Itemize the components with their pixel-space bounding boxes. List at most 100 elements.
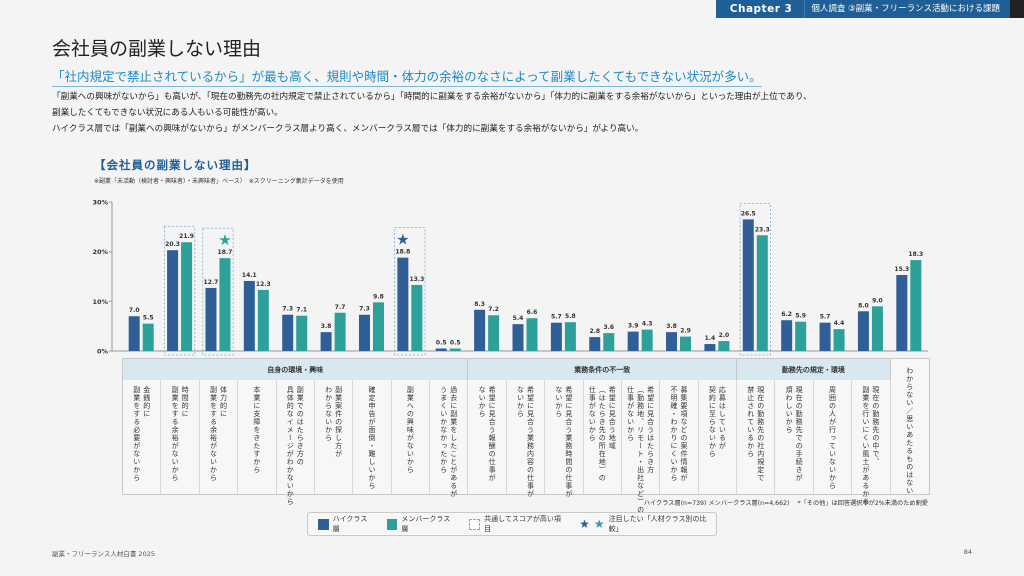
category-label: 現在の勤務先での手続きが 煩わしいから: [785, 386, 804, 482]
bar-member: [142, 323, 154, 351]
category-label: 体力的に 副業をする余裕がないから: [209, 386, 228, 482]
bar-high: [781, 320, 793, 351]
category-cell: 現在の勤務先での手続きが 煩わしいから: [775, 380, 814, 494]
category-label: 金銭的に 副業をする必要がないから: [132, 386, 151, 482]
data-label: 2.8: [589, 328, 600, 335]
category-label: 副業への興味がないから: [406, 386, 415, 474]
star-icon: ★: [579, 517, 590, 531]
highlight-box: [739, 202, 771, 356]
category-label: 希望に見合う業務内容の仕事が ないから: [516, 386, 535, 498]
bar-member: [718, 341, 730, 351]
category-cell: 金銭的に 副業をする必要がないから: [123, 380, 162, 494]
data-label: 5.5: [143, 315, 154, 322]
chapter-header: Chapter 3 個人調査 ③副業・フリーランス活動における課題: [715, 0, 1024, 18]
bar-high: [435, 348, 447, 351]
bar-high: [512, 324, 524, 351]
data-label: 6.2: [781, 311, 792, 318]
bar-member: [219, 258, 231, 351]
category-cell: 副業案件の探し方が わからないから: [315, 380, 354, 494]
category-table: 自身の環境・興味金銭的に 副業をする必要がないから 時間的に 副業をする余裕がない…: [122, 358, 930, 514]
category-cell: 希望に見合う地域 （はたらき先の所在地）の 仕事がないから: [584, 380, 622, 494]
legend-swatch-high: [318, 518, 329, 530]
bar-high: [474, 309, 486, 351]
data-label: 4.3: [642, 321, 653, 328]
bar-high: [819, 322, 831, 351]
category-cell: 本業に支障をきたすから: [238, 380, 277, 494]
category-label: 時間的に 副業をする余裕がないから: [171, 386, 190, 482]
bar-member: [526, 318, 538, 351]
bar-member: [334, 312, 346, 351]
bar-member: [910, 260, 922, 351]
category-cell: 募集要項などの案件情報が 不明確・わかりにくいから: [660, 380, 699, 494]
data-label: 2.0: [719, 332, 730, 339]
data-label: 9.0: [872, 297, 883, 304]
category-label: 現在の勤務先の社内規定で 禁止されているから: [746, 386, 765, 482]
legend-label-focus: 注目したい「人材クラス別の比較」: [608, 515, 707, 533]
data-label: 7.1: [296, 307, 307, 314]
category-cell: 副業でのはたらき方の 具体的なイメージがわかないから: [277, 380, 315, 506]
data-label: 3.6: [603, 324, 614, 331]
data-label: 5.7: [551, 314, 562, 321]
data-label: 5.7: [820, 314, 831, 321]
y-tick-label: 0%: [97, 348, 109, 356]
data-label: 18.3: [908, 251, 923, 258]
category-label: わからない／思いあたるものはない: [905, 367, 914, 495]
data-label: 18.7: [218, 249, 233, 256]
bar-member: [257, 289, 269, 351]
data-label: 18.8: [395, 249, 410, 256]
category-label: 希望に見合う報酬の仕事が ないから: [478, 386, 497, 482]
description-line: 副業したくてもできない状況にある人もいる可能性が高い。: [52, 108, 283, 118]
category-cell: 周囲の人が行っていないから: [814, 380, 853, 494]
bar-member: [372, 302, 384, 351]
page-subtitle: 「社内規定で禁止されているから」が最も高く、規則や時間・体力の余裕のなさによって…: [52, 66, 762, 87]
legend-item-high: ハイクラス層: [318, 514, 373, 534]
data-label: 12.7: [204, 279, 219, 286]
category-group-header: 自身の環境・興味: [123, 359, 469, 380]
category-label: 本業に支障をきたすから: [252, 386, 261, 474]
category-label: 副業案件の探し方が わからないから: [324, 386, 343, 458]
chart-legend: ハイクラス層 メンバークラス層 共通してスコアが高い項目 ★ ★ 注目したい「人…: [307, 512, 717, 536]
bar-high: [550, 322, 562, 351]
category-cell: 体力的に 副業をする余裕がないから: [200, 380, 239, 494]
bar-member: [181, 242, 193, 351]
data-label: 26.5: [741, 210, 756, 217]
legend-label-member: メンバークラス層: [401, 515, 451, 533]
data-label: 7.0: [129, 307, 140, 314]
bar-member: [871, 306, 883, 351]
data-label: 5.8: [565, 313, 576, 320]
section-label: 個人調査 ③副業・フリーランス活動における課題: [804, 0, 1010, 18]
category-label: 募集要項などの案件情報が 不明確・わかりにくいから: [670, 386, 689, 482]
data-label: 0.5: [436, 340, 447, 347]
legend-item-focus: ★ ★ 注目したい「人材クラス別の比較」: [579, 514, 716, 534]
legend-label-common: 共通してスコアが高い項目: [484, 515, 561, 533]
category-group-header: 業務条件の不一致: [468, 359, 738, 380]
bar-member: [680, 336, 692, 351]
category-cell: 副業への興味がないから: [392, 380, 431, 494]
legend-item-common: 共通してスコアが高い項目: [469, 514, 565, 534]
bar-high: [243, 280, 255, 351]
data-label: 5.4: [513, 315, 524, 322]
bar-high: [282, 314, 294, 351]
description-line: 「副業への興味がないから」も高いが、「現在の勤務先の社内規定で禁止されているから…: [52, 92, 812, 102]
footer-publication: 副業・フリーランス人材白書 2025: [52, 550, 155, 558]
header-cap: [1010, 0, 1024, 18]
data-label: 6.6: [527, 309, 538, 316]
data-label: 3.9: [628, 323, 639, 330]
page-title: 会社員の副業しない理由: [52, 38, 262, 60]
description-line: ハイクラス層では「副業への興味がないから」がメンバークラス層より高く、メンバーク…: [52, 124, 644, 134]
data-label: 21.9: [179, 233, 194, 240]
bar-member: [411, 284, 423, 351]
category-label: 周囲の人が行っていないから: [828, 386, 837, 490]
category-label: 副業でのはたらき方の 具体的なイメージがわかないから: [286, 386, 305, 506]
bar-member: [603, 333, 615, 351]
legend-swatch-dashed-box: [469, 518, 481, 530]
bar-high: [627, 331, 639, 351]
bar-member: [564, 322, 576, 351]
category-label: 応募はしているが 契約に至らないから: [708, 386, 727, 458]
category-cell: 応募はしているが 契約に至らないから: [699, 380, 738, 494]
data-label: 13.3: [409, 276, 424, 283]
data-label: 9.8: [373, 293, 384, 300]
category-cell: 希望に見合うはたらき方 （勤務地、リモート・出社など）の 仕事がないから: [622, 380, 661, 514]
data-label: 3.8: [666, 323, 677, 330]
